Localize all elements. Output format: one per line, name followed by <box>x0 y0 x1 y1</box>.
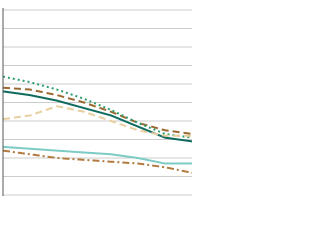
series-line <box>2 149 193 174</box>
grid <box>3 9 192 196</box>
series-line <box>2 75 193 139</box>
chart <box>2 8 193 196</box>
series-line <box>2 145 192 165</box>
lines <box>2 75 193 174</box>
series-line <box>2 90 193 143</box>
